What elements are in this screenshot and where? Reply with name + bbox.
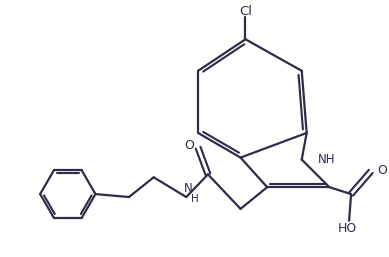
Text: HO: HO bbox=[338, 222, 357, 235]
Text: NH: NH bbox=[318, 153, 335, 166]
Text: O: O bbox=[378, 164, 387, 177]
Text: H: H bbox=[191, 194, 198, 204]
Text: O: O bbox=[185, 139, 194, 152]
Text: Cl: Cl bbox=[239, 5, 252, 18]
Text: N: N bbox=[184, 182, 193, 195]
